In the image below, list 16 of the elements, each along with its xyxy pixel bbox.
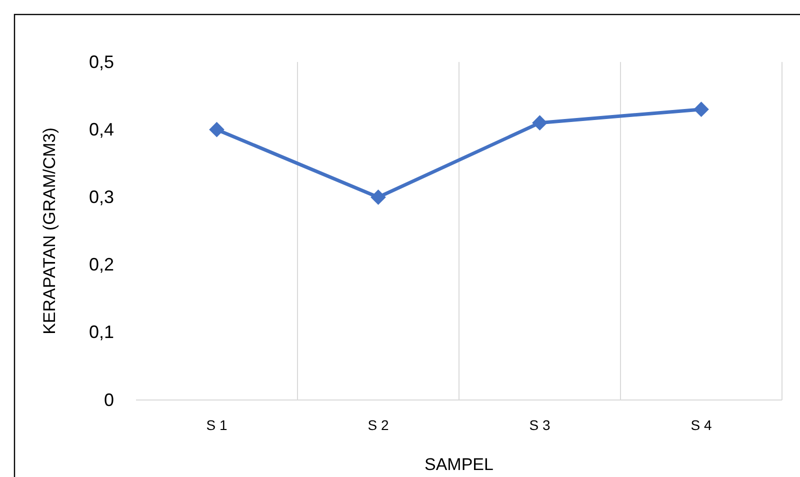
y-tick-label: 0 xyxy=(104,390,114,410)
y-tick-label: 0,2 xyxy=(88,254,114,275)
point xyxy=(694,102,709,117)
x-axis-title: SAMPEL xyxy=(424,455,494,474)
y-tick-label: 0,3 xyxy=(88,186,114,207)
y-tick-label: 0,1 xyxy=(88,322,114,342)
x-tick-label: S 4 xyxy=(690,416,712,433)
point xyxy=(209,122,224,138)
y-tick-label: 0,5 xyxy=(88,52,114,72)
y-tick-label: 0,4 xyxy=(88,119,114,140)
point xyxy=(370,190,386,205)
x-tick-label: S 3 xyxy=(529,416,550,433)
x-tick-label: S 1 xyxy=(206,416,228,433)
x-tick-label: S 2 xyxy=(368,416,389,433)
point xyxy=(532,115,548,131)
y-axis-title: KERAPATAN (GRAM/CM3) xyxy=(40,128,59,334)
